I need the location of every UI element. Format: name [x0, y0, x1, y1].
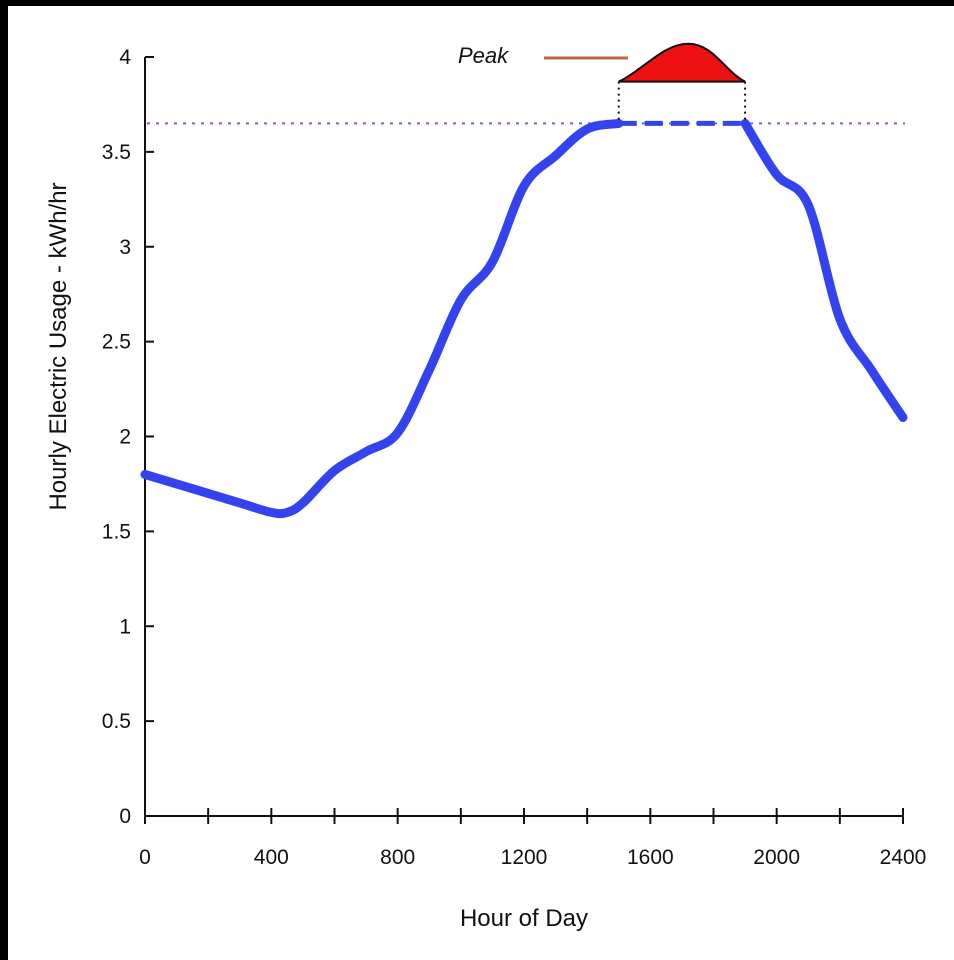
x-axis-title: Hour of Day — [460, 905, 588, 932]
y-tick-label: 2.5 — [102, 331, 131, 354]
y-tick-label: 1.5 — [102, 520, 131, 543]
y-tick-label: 3 — [119, 236, 131, 259]
x-tick-label: 0 — [139, 846, 151, 869]
x-tick-label: 2000 — [753, 846, 800, 869]
x-tick-label: 800 — [380, 846, 415, 869]
peak-shape — [618, 42, 746, 83]
y-axis-title: Hourly Electric Usage - kWh/hr — [45, 182, 72, 510]
y-tick-label: 3.5 — [102, 141, 131, 164]
y-tick-label: 1 — [119, 615, 131, 638]
x-tick-label: 1200 — [501, 846, 548, 869]
usage-line-series-2 — [740, 118, 908, 423]
peak-label: Peak — [458, 43, 509, 68]
y-tick-label: 0 — [119, 805, 131, 828]
x-tick-label: 2400 — [880, 846, 927, 869]
y-tick-label: 4 — [119, 46, 131, 69]
line-chart: 0 0.5 1 1.5 2 2.5 3 3.5 4 0 400 800 1200 1600 2000 2400… — [45, 42, 927, 932]
usage-line-series-1 — [140, 118, 624, 519]
chart-panel: 0 0.5 1 1.5 2 2.5 3 3.5 4 0 400 800 1200 1600 2000 2400… — [8, 6, 954, 960]
x-tick-label: 1600 — [627, 846, 674, 869]
x-tick-label: 400 — [254, 846, 289, 869]
y-tick-label: 2 — [119, 426, 131, 449]
y-tick-label: 0.5 — [102, 710, 131, 733]
